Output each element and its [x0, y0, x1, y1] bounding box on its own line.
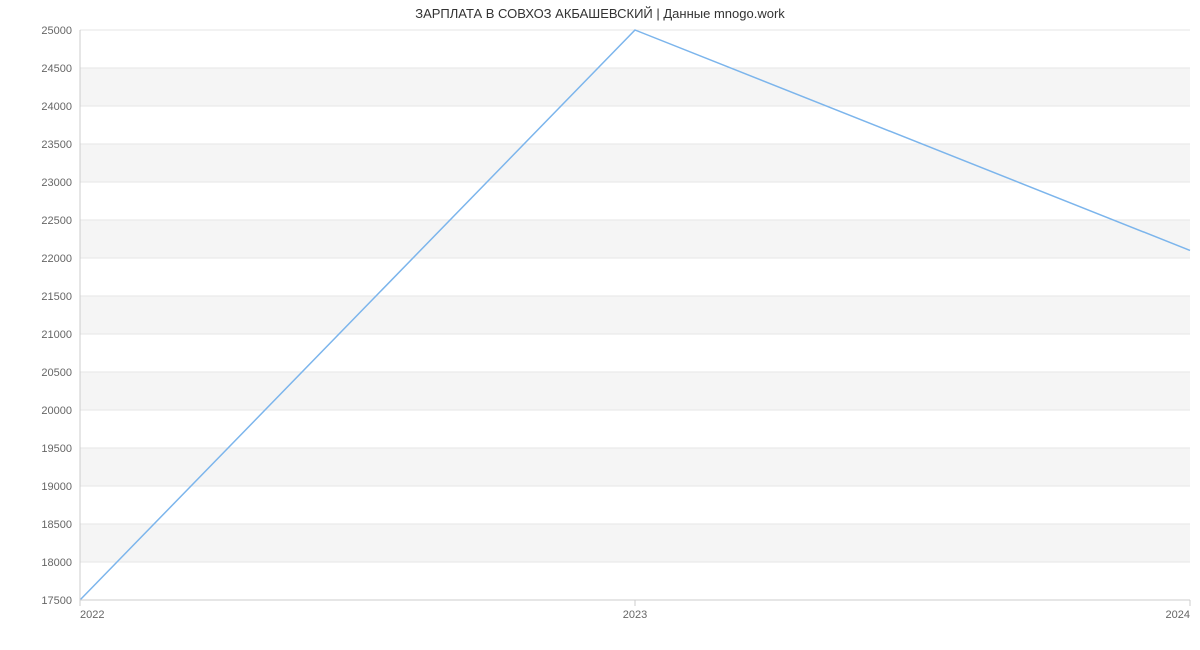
- y-tick-label: 21500: [41, 291, 72, 303]
- x-tick-label: 2024: [1166, 609, 1190, 621]
- y-tick-label: 20500: [41, 367, 72, 379]
- y-tick-label: 22000: [41, 253, 72, 265]
- grid-band: [80, 296, 1190, 334]
- chart-svg: 17500 18000 18500 19000 19500 20000 20500 21000…: [0, 0, 1200, 650]
- y-tick-label: 25000: [41, 25, 72, 37]
- salary-line-chart: ЗАРПЛАТА В СОВХОЗ АКБАШЕВСКИЙ | Данные m…: [0, 0, 1200, 650]
- grid-band: [80, 220, 1190, 258]
- x-tick-label: 2022: [80, 609, 104, 621]
- y-tick-label: 21000: [41, 329, 72, 341]
- grid-band: [80, 372, 1190, 410]
- grid-band: [80, 448, 1190, 486]
- y-tick-label: 23500: [41, 139, 72, 151]
- y-tick-label: 18500: [41, 519, 72, 531]
- y-tick-label: 17500: [41, 595, 72, 607]
- x-tick-label: 2023: [623, 609, 647, 621]
- y-tick-label: 23000: [41, 177, 72, 189]
- grid-band: [80, 68, 1190, 106]
- y-tick-label: 19500: [41, 443, 72, 455]
- y-tick-label: 24500: [41, 63, 72, 75]
- y-tick-label: 20000: [41, 405, 72, 417]
- y-tick-label: 18000: [41, 557, 72, 569]
- grid-band: [80, 144, 1190, 182]
- y-tick-label: 19000: [41, 481, 72, 493]
- y-tick-label: 24000: [41, 101, 72, 113]
- y-tick-label: 22500: [41, 215, 72, 227]
- grid-band: [80, 524, 1190, 562]
- chart-title: ЗАРПЛАТА В СОВХОЗ АКБАШЕВСКИЙ | Данные m…: [0, 6, 1200, 21]
